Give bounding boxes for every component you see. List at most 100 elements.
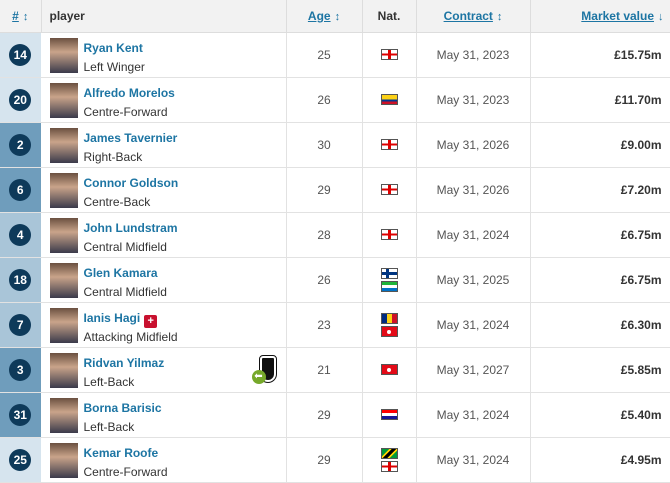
player-name[interactable]: James Tavernier bbox=[83, 130, 178, 145]
col-contract[interactable]: Contract ↕ bbox=[416, 0, 531, 33]
market-value-link[interactable]: £5.85m bbox=[620, 362, 662, 377]
nationality-cell bbox=[362, 302, 417, 348]
contract-date: May 31, 2023 bbox=[416, 32, 531, 78]
player-cell: Alfredo Morelos Centre-Forward bbox=[41, 77, 287, 123]
shirt-number-cell: 20 bbox=[0, 77, 42, 123]
col-market-value[interactable]: Market value ↓ bbox=[530, 0, 670, 33]
player-name-link[interactable]: Glen Kamara bbox=[84, 266, 158, 280]
market-value[interactable]: £5.40m bbox=[530, 392, 670, 438]
player-position: Attacking Midfield bbox=[83, 329, 178, 344]
market-value[interactable]: £6.75m bbox=[530, 257, 670, 303]
market-value-link[interactable]: £5.40m bbox=[620, 407, 662, 422]
player-photo[interactable] bbox=[49, 37, 78, 73]
player-name-link[interactable]: John Lundstram bbox=[84, 221, 178, 235]
market-value[interactable]: £6.75m bbox=[530, 212, 670, 258]
shirt-number-cell: 31 bbox=[0, 392, 42, 438]
nationality-cell bbox=[362, 122, 417, 168]
sort-age-link[interactable]: Age bbox=[307, 8, 331, 23]
flag-england-icon bbox=[380, 49, 398, 60]
injury-icon[interactable]: + bbox=[144, 314, 158, 328]
contract-date: May 31, 2024 bbox=[416, 437, 531, 483]
flag-england-icon bbox=[380, 184, 398, 195]
player-photo[interactable] bbox=[49, 82, 78, 118]
player-cell: John Lundstram Central Midfield bbox=[41, 212, 287, 258]
player-position: Centre-Back bbox=[83, 194, 151, 209]
player-name[interactable]: John Lundstram bbox=[83, 220, 178, 235]
market-value-link[interactable]: £15.75m bbox=[614, 47, 662, 62]
joined-club[interactable]: ⬅ bbox=[251, 354, 277, 384]
player-cell: Glen Kamara Central Midfield bbox=[41, 257, 287, 303]
sort-value-link[interactable]: Market value bbox=[581, 8, 654, 23]
age: 28 bbox=[286, 212, 363, 258]
player-name[interactable]: Connor Goldson bbox=[83, 175, 179, 190]
player-name[interactable]: Ridvan Yilmaz bbox=[83, 355, 165, 370]
contract-date: May 31, 2025 bbox=[416, 257, 531, 303]
market-value[interactable]: £4.95m bbox=[530, 437, 670, 483]
market-value-link[interactable]: £4.95m bbox=[620, 452, 662, 467]
flag-romania-icon bbox=[380, 312, 398, 324]
player-name-link[interactable]: Ryan Kent bbox=[84, 41, 143, 55]
player-photo[interactable] bbox=[49, 397, 78, 433]
flag-jamaica-icon bbox=[380, 447, 398, 459]
player-photo[interactable] bbox=[49, 127, 78, 163]
shirt-number-cell: 7 bbox=[0, 302, 42, 348]
player-cell: Ridvan Yilmaz Left-Back ⬅ bbox=[41, 347, 287, 393]
player-name-link[interactable]: Borna Barisic bbox=[84, 401, 162, 415]
flag-colombia-icon bbox=[380, 94, 398, 105]
table-row: 14 Ryan Kent Left Winger 25 May 31, 2023… bbox=[0, 32, 670, 78]
market-value-link[interactable]: £6.30m bbox=[620, 317, 662, 332]
shirt-number: 4 bbox=[9, 223, 32, 246]
market-value[interactable]: £9.00m bbox=[530, 122, 670, 168]
table-row: 25 Kemar Roofe Centre-Forward 29 May 31,… bbox=[0, 437, 670, 483]
shirt-number: 25 bbox=[9, 448, 32, 471]
market-value-link[interactable]: £6.75m bbox=[620, 272, 662, 287]
market-value-link[interactable]: £9.00m bbox=[620, 137, 662, 152]
player-name[interactable]: Kemar Roofe bbox=[83, 445, 159, 460]
player-name-link[interactable]: Ianis Hagi + bbox=[84, 311, 158, 328]
market-value[interactable]: £5.85m bbox=[530, 347, 670, 393]
market-value-link[interactable]: £6.75m bbox=[620, 227, 662, 242]
player-name-link[interactable]: Kemar Roofe bbox=[84, 446, 159, 460]
player-photo[interactable] bbox=[49, 172, 78, 208]
player-cell: James Tavernier Right-Back bbox=[41, 122, 287, 168]
shirt-number: 6 bbox=[9, 178, 32, 201]
sort-number-link[interactable]: # bbox=[12, 8, 19, 23]
market-value[interactable]: £11.70m bbox=[530, 77, 670, 123]
player-cell: Ryan Kent Left Winger bbox=[41, 32, 287, 78]
shirt-number: 2 bbox=[9, 133, 32, 156]
player-photo[interactable] bbox=[49, 352, 78, 388]
market-value[interactable]: £15.75m bbox=[530, 32, 670, 78]
player-name[interactable]: Ryan Kent bbox=[83, 40, 143, 55]
player-name-link[interactable]: Alfredo Morelos bbox=[84, 86, 175, 100]
arrow-left-icon: ⬅ bbox=[251, 369, 266, 384]
col-number[interactable]: # ↕ bbox=[0, 0, 42, 33]
market-value-link[interactable]: £7.20m bbox=[620, 182, 662, 197]
age: 21 bbox=[286, 347, 363, 393]
shirt-number-cell: 2 bbox=[0, 122, 42, 168]
shirt-number-cell: 18 bbox=[0, 257, 42, 303]
player-name-link[interactable]: Ridvan Yilmaz bbox=[84, 356, 165, 370]
player-name-link[interactable]: James Tavernier bbox=[84, 131, 178, 145]
market-value[interactable]: £7.20m bbox=[530, 167, 670, 213]
flag-sierra-leone-icon bbox=[380, 280, 398, 292]
market-value[interactable]: £6.30m bbox=[530, 302, 670, 348]
flag-england-icon bbox=[380, 139, 398, 150]
player-name-link[interactable]: Connor Goldson bbox=[84, 176, 179, 190]
table-row: 2 James Tavernier Right-Back 30 May 31, … bbox=[0, 122, 670, 168]
contract-date: May 31, 2026 bbox=[416, 167, 531, 213]
player-photo[interactable] bbox=[49, 307, 78, 343]
sort-contract-link[interactable]: Contract bbox=[443, 8, 493, 23]
player-position: Centre-Forward bbox=[83, 464, 168, 479]
flag-england-icon bbox=[380, 460, 398, 472]
player-photo[interactable] bbox=[49, 262, 78, 298]
market-value-link[interactable]: £11.70m bbox=[614, 92, 662, 107]
player-name[interactable]: Ianis Hagi bbox=[83, 310, 141, 325]
player-photo[interactable] bbox=[49, 442, 78, 478]
player-name[interactable]: Borna Barisic bbox=[83, 400, 162, 415]
shirt-number: 7 bbox=[9, 313, 32, 336]
player-name[interactable]: Glen Kamara bbox=[83, 265, 158, 280]
player-photo[interactable] bbox=[49, 217, 78, 253]
player-name[interactable]: Alfredo Morelos bbox=[83, 85, 175, 100]
shirt-number-cell: 14 bbox=[0, 32, 42, 78]
col-age[interactable]: Age ↕ bbox=[286, 0, 363, 33]
